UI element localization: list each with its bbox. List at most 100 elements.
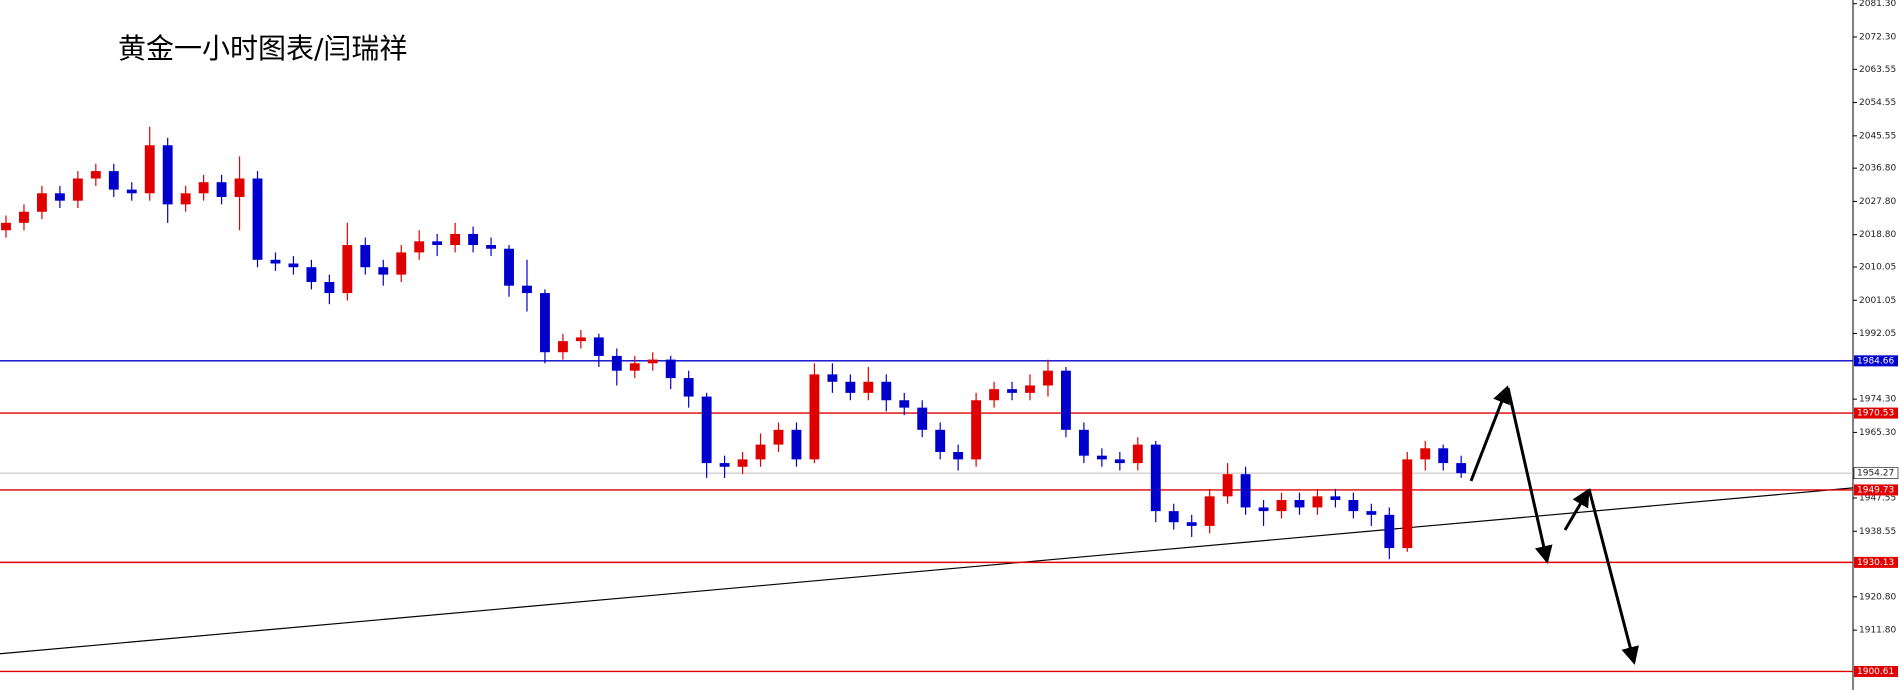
candle-body bbox=[665, 359, 676, 379]
candle-body bbox=[1096, 455, 1107, 460]
y-tick-label: 1992.05 bbox=[1859, 329, 1896, 339]
level-label: 1900.61 bbox=[1857, 667, 1894, 677]
candle-body bbox=[216, 182, 227, 197]
arrow bbox=[1587, 488, 1639, 665]
y-tick-label: 2072.30 bbox=[1859, 32, 1896, 42]
candle-body bbox=[450, 233, 461, 246]
candle-body bbox=[360, 245, 371, 268]
candle-body bbox=[198, 182, 209, 194]
candle-body bbox=[1312, 496, 1323, 508]
candle-body bbox=[611, 355, 622, 371]
y-tick-label: 2027.80 bbox=[1859, 197, 1896, 207]
candle-body bbox=[378, 267, 389, 275]
candle-body bbox=[791, 429, 802, 460]
y-tick-label: 2036.80 bbox=[1859, 164, 1896, 174]
candle-body bbox=[252, 178, 263, 260]
level-label-box bbox=[1854, 355, 1898, 367]
y-tick-label: 2063.55 bbox=[1859, 65, 1896, 75]
y-tick-label: 2018.80 bbox=[1859, 230, 1896, 240]
candle-body bbox=[468, 233, 479, 246]
y-tick-label: 2045.55 bbox=[1859, 131, 1896, 141]
candle-body bbox=[917, 407, 928, 430]
trendline bbox=[0, 487, 1854, 655]
candle-body bbox=[1132, 444, 1143, 464]
candle-body bbox=[1043, 370, 1053, 386]
forecast-arrows bbox=[1469, 385, 1639, 665]
candle-body bbox=[719, 463, 730, 467]
candle-body bbox=[1456, 463, 1467, 474]
y-tick-label: 1974.30 bbox=[1859, 395, 1896, 405]
candle-body bbox=[1060, 370, 1071, 430]
candle-body bbox=[1420, 448, 1431, 460]
candle-body bbox=[737, 459, 748, 467]
candle-body bbox=[504, 248, 514, 286]
candle-body bbox=[1402, 459, 1413, 549]
candle-body bbox=[827, 374, 838, 382]
candle-body bbox=[1240, 474, 1251, 508]
candle-body bbox=[971, 400, 982, 460]
candle-body bbox=[629, 363, 640, 371]
candle-body bbox=[953, 451, 964, 460]
candle-body bbox=[1258, 507, 1269, 512]
y-tick-label: 1947.55 bbox=[1859, 494, 1896, 504]
candle-body bbox=[1276, 500, 1287, 512]
candle-body bbox=[1007, 389, 1017, 393]
candle-body bbox=[36, 193, 47, 212]
candle-body bbox=[1150, 444, 1161, 512]
candle-body bbox=[863, 381, 874, 393]
candle-body bbox=[773, 429, 784, 445]
candle-body bbox=[486, 245, 496, 249]
candle-body bbox=[1168, 511, 1179, 523]
candle-body bbox=[72, 178, 83, 201]
candle-body bbox=[647, 359, 658, 364]
candle-body bbox=[324, 281, 335, 294]
y-tick-label: 2054.55 bbox=[1859, 98, 1896, 108]
candle-body bbox=[1186, 522, 1197, 526]
level-label-box bbox=[1854, 407, 1898, 419]
candle-body bbox=[432, 241, 443, 246]
level-label-box bbox=[1854, 665, 1898, 677]
candle-body bbox=[288, 263, 299, 268]
candle-body bbox=[1222, 474, 1233, 497]
candle-body bbox=[270, 259, 281, 264]
candle-body bbox=[557, 341, 568, 353]
y-tick-label: 1938.55 bbox=[1859, 527, 1896, 537]
candle-body bbox=[414, 241, 425, 253]
candle-body bbox=[989, 389, 1000, 401]
candle-body bbox=[396, 252, 407, 275]
candle-body bbox=[1366, 511, 1377, 515]
level-label-box bbox=[1854, 556, 1898, 568]
y-tick-label: 1965.30 bbox=[1859, 428, 1896, 438]
candle-body bbox=[1384, 514, 1395, 549]
candle-body bbox=[1438, 448, 1449, 464]
y-tick-label: 2010.05 bbox=[1859, 263, 1896, 273]
candle-body bbox=[1114, 459, 1125, 464]
candle-body bbox=[755, 444, 766, 460]
arrow bbox=[1506, 387, 1553, 564]
candle-body bbox=[54, 193, 65, 201]
y-tick-label: 1920.80 bbox=[1859, 592, 1896, 602]
candle-body bbox=[90, 171, 101, 179]
candle-body bbox=[1330, 496, 1341, 501]
candle-body bbox=[899, 400, 910, 408]
y-tick-label: 2081.30 bbox=[1859, 0, 1896, 9]
candle-body bbox=[935, 429, 946, 452]
y-tick-label: 2001.05 bbox=[1859, 296, 1896, 306]
level-label: 1984.66 bbox=[1857, 356, 1894, 366]
arrow bbox=[1563, 488, 1590, 531]
candle-body bbox=[540, 293, 550, 353]
y-tick-label: 1911.80 bbox=[1859, 626, 1896, 636]
candle-body bbox=[306, 267, 317, 282]
chart-title: 黄金一小时图表/闫瑞祥 bbox=[118, 32, 407, 65]
level-label: 1949.73 bbox=[1857, 485, 1894, 495]
candle-body bbox=[593, 337, 604, 356]
candle-body bbox=[809, 374, 820, 460]
candle-body bbox=[234, 178, 245, 197]
candle-body bbox=[126, 189, 137, 194]
candle-body bbox=[108, 171, 119, 190]
candle-body bbox=[180, 193, 191, 205]
arrow bbox=[1469, 385, 1510, 482]
candle-body bbox=[162, 145, 173, 205]
